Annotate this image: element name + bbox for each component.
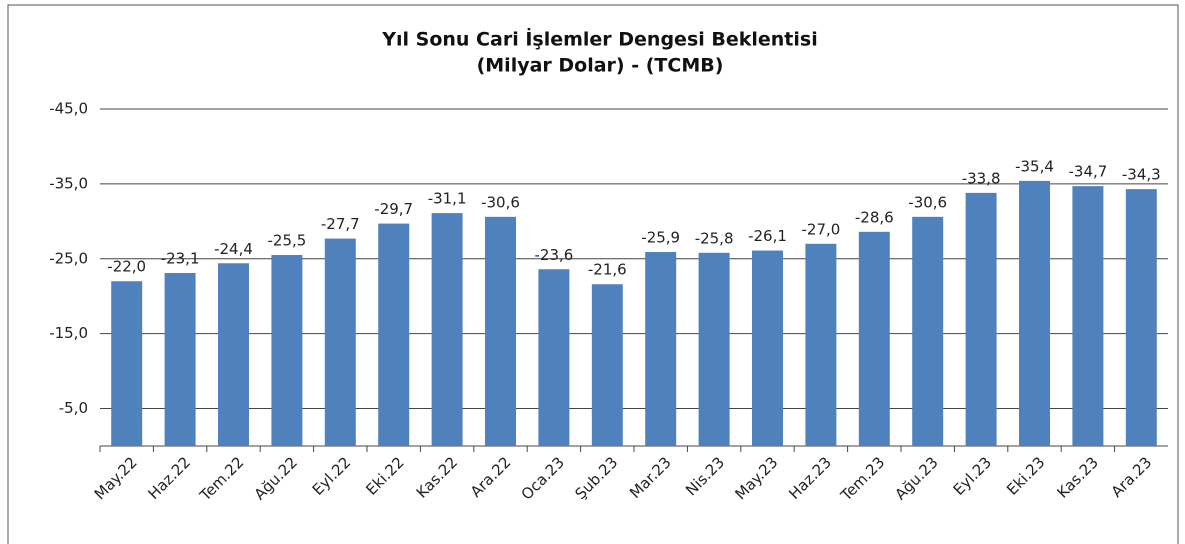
- bar: [698, 252, 730, 446]
- y-tick-label: -15,0: [49, 324, 88, 342]
- data-label: -34,7: [1068, 163, 1107, 181]
- bar: [431, 213, 463, 446]
- y-tick-label: -25,0: [49, 249, 88, 267]
- bar: [324, 238, 356, 446]
- bar: [912, 216, 944, 446]
- data-label: -30,6: [908, 193, 947, 211]
- y-tick-label: -45,0: [49, 100, 88, 118]
- data-label: -23,1: [161, 250, 200, 268]
- bar: [378, 223, 410, 446]
- bar: [752, 250, 783, 446]
- bar: [1019, 180, 1050, 447]
- data-label: -33,8: [962, 169, 1001, 187]
- bar: [805, 243, 837, 446]
- bar: [591, 284, 623, 446]
- y-tick-label: -5,0: [59, 399, 88, 417]
- bar: [485, 216, 516, 446]
- data-label: -35,4: [1015, 157, 1054, 175]
- data-label: -22,0: [107, 258, 146, 276]
- chart-subtitle: (Milyar Dolar) - (TCMB): [477, 55, 724, 77]
- data-label: -21,6: [588, 261, 627, 279]
- bar: [1072, 186, 1104, 446]
- data-label: -26,1: [748, 227, 787, 245]
- bar: [858, 231, 890, 446]
- bar: [164, 273, 196, 446]
- data-label: -25,8: [695, 229, 734, 247]
- chart-title: Yıl Sonu Cari İşlemler Dengesi Beklentis…: [381, 27, 817, 51]
- data-label: -25,9: [641, 229, 680, 247]
- data-label: -28,6: [855, 208, 894, 226]
- bar: [218, 263, 249, 446]
- bar: [965, 192, 997, 446]
- data-label: -29,7: [374, 200, 413, 218]
- data-label: -27,7: [321, 215, 360, 233]
- data-label: -23,6: [534, 246, 573, 264]
- data-label: -24,4: [214, 240, 253, 258]
- data-label: -27,0: [801, 220, 840, 238]
- bar: [1125, 189, 1157, 446]
- data-label: -30,6: [481, 193, 520, 211]
- data-label: -31,1: [428, 190, 467, 208]
- data-label: -34,3: [1122, 166, 1161, 184]
- y-tick-label: -35,0: [49, 174, 88, 192]
- data-label: -25,5: [267, 232, 306, 250]
- bar: [111, 281, 143, 446]
- bar: [538, 269, 570, 446]
- bar: [271, 255, 303, 446]
- bar: [645, 252, 677, 446]
